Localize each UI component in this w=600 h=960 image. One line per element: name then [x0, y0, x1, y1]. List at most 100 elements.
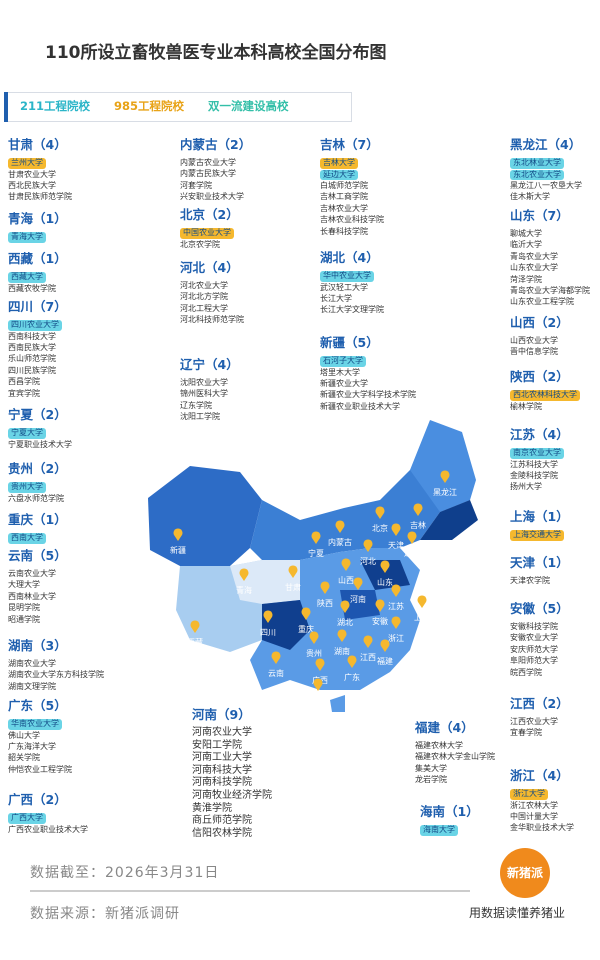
- map-pin: [335, 520, 345, 533]
- school-name: 昭通学院: [8, 614, 40, 624]
- school-name: 内蒙古农业大学: [180, 158, 236, 167]
- school-row: 内蒙古民族大学: [180, 168, 251, 179]
- school-row: 仲恺农业工程学院: [8, 764, 72, 775]
- province-heading: 江西（2）: [510, 696, 569, 711]
- school-row: 东北林业大学: [510, 157, 582, 169]
- footer-source: 数据来源：新猪派调研: [30, 906, 180, 922]
- school-row: 西南民族大学: [8, 342, 67, 353]
- school-list: 宁夏大学 宁夏职业技术大学: [8, 427, 72, 450]
- school-row: 信阳农林学院: [192, 828, 272, 841]
- province-group: 吉林（7） 吉林大学 延边大学 白城师范学院 吉林工商学院 吉林农业大学 吉林农业科技学院长…: [320, 134, 384, 237]
- school-row: 大理大学: [8, 579, 67, 590]
- map-pin: [363, 539, 373, 552]
- region: [230, 560, 300, 604]
- province-group: 云南（5） 云南农业大学 大理大学 西南林业大学 昆明学院 昭通学院: [8, 545, 67, 625]
- school-row: 西藏农牧学院: [8, 283, 67, 294]
- province-heading: 北京（2）: [180, 207, 239, 222]
- province-group: 湖北（4） 华中农业大学 武汉轻工大学 长江大学 长江大学文理学院: [320, 247, 384, 316]
- province-group: 河南（9） 河南农业大学 安阳工学院 河南工业大学 河南科技大学 河南科技学院 河南牧业经济…: [192, 704, 272, 840]
- map-label: 四川: [260, 628, 276, 637]
- school-name: 吉林工商学院: [320, 192, 368, 202]
- footer-rule: [30, 890, 470, 892]
- map-pin: [347, 655, 357, 668]
- school-name: 北京农学院: [180, 239, 220, 249]
- school-row: 韶关学院: [8, 752, 72, 763]
- school-name: 长春科技学院: [320, 226, 368, 236]
- school-row: 昭通学院: [8, 614, 67, 625]
- school-name: 浙江农林大学: [510, 800, 558, 810]
- school-name: 宜宾学院: [8, 388, 40, 398]
- school-row: 浙江农林大学: [510, 800, 574, 811]
- province-group: 广西（2） 广西大学 广西农业职业技术大学: [8, 789, 88, 835]
- province-group: 海南（1） 海南大学: [420, 801, 479, 836]
- school-name: 华南农业大学: [8, 719, 62, 730]
- school-row: 西南科技大学: [8, 331, 67, 342]
- school-name: 贵州大学: [8, 482, 46, 493]
- map-pin: [320, 581, 330, 594]
- school-list: 西北农林科技大学 榆林学院: [510, 389, 580, 412]
- province-heading: 吉林（7）: [320, 137, 379, 152]
- legend-item: 985工程院校: [114, 99, 185, 113]
- school-row: 新疆农业职业技术大学: [320, 401, 416, 412]
- school-row: 吉林农业大学: [320, 203, 384, 214]
- school-row: 吉林大学: [320, 157, 384, 169]
- school-row: 河南牧业经济学院: [192, 790, 272, 803]
- school-list: 安徽科技学院 安徽农业大学 安庆师范大学 阜阳师范大学 皖西学院: [510, 621, 569, 678]
- school-row: 江苏科技大学: [510, 459, 569, 470]
- school-name: 锦州医科大学: [180, 389, 228, 399]
- province-group: 天津（1） 天津农学院: [510, 552, 569, 586]
- province-group: 西藏（1） 西藏大学 西藏农牧学院: [8, 248, 67, 294]
- school-row: 河北工程大学: [180, 303, 244, 314]
- school-name: 河南科技大学: [192, 764, 252, 776]
- map-label: 湖北: [337, 618, 353, 627]
- province-heading: 新疆（5）: [320, 335, 379, 350]
- map-pin: [413, 503, 423, 516]
- school-name: 华中农业大学: [320, 271, 374, 282]
- map-label: 吉林: [410, 520, 426, 530]
- province-heading: 重庆（1）: [8, 512, 67, 527]
- school-name: 西北农林科技大学: [510, 390, 580, 401]
- school-row: 锦州医科大学: [180, 388, 239, 399]
- school-name: 扬州大学: [510, 482, 542, 492]
- province-group: 青海（1） 青海大学: [8, 208, 67, 243]
- school-row: 商丘师范学院: [192, 815, 272, 828]
- school-name: 皖西学院: [510, 667, 542, 677]
- school-name: 南京农业大学: [510, 448, 564, 459]
- province-heading: 青海（1）: [8, 211, 67, 226]
- school-list: 石河子大学 塔里木大学 新疆农业大学 新疆农业大学科学技术学院 新疆农业职业技术大学: [320, 355, 416, 412]
- school-row: 沈阳工学院: [180, 411, 239, 422]
- school-list: 沈阳农业大学 锦州医科大学 辽东学院 沈阳工学院: [180, 377, 239, 423]
- legend-item: 211工程院校: [20, 99, 91, 113]
- school-name: 甘肃农业大学: [8, 169, 56, 179]
- map-pin: [375, 506, 385, 519]
- school-name: 海南大学: [420, 825, 458, 836]
- map-label: 上海: [414, 612, 430, 622]
- school-name: 聊城大学: [510, 229, 542, 238]
- school-list: 聊城大学 临沂大学 青岛农业大学 山东农业大学 菏泽学院 青岛农业大学海都学院 山东农业工程…: [510, 228, 590, 308]
- school-row: 广西大学: [8, 812, 88, 824]
- province-heading: 湖南（3）: [8, 638, 67, 653]
- school-row: 宁夏职业技术大学: [8, 439, 72, 450]
- school-row: 四川农业大学: [8, 319, 67, 331]
- province-group: 贵州（2） 贵州大学 六盘水师范学院: [8, 458, 67, 504]
- school-row: 青岛农业大学: [510, 251, 590, 262]
- province-heading: 四川（7）: [8, 299, 67, 314]
- school-name: 青海大学: [8, 232, 46, 243]
- school-name: 浙江大学: [510, 789, 548, 800]
- school-name: 兰州大学: [8, 158, 46, 169]
- school-list: 海南大学: [420, 824, 479, 836]
- province-heading: 安徽（5）: [510, 601, 569, 616]
- school-row: 福建农林大学: [415, 740, 495, 751]
- school-row: 中国计量大学: [510, 811, 574, 822]
- map-pin: [341, 558, 351, 571]
- school-row: 长江大学文理学院: [320, 304, 384, 315]
- region: [410, 420, 476, 512]
- school-name: 安阳工学院: [192, 739, 242, 751]
- school-row: 西南林业大学: [8, 591, 67, 602]
- map-pin: [407, 531, 417, 544]
- map-pin: [380, 560, 390, 573]
- map-label: 海南: [310, 695, 326, 705]
- school-name: 佳木斯大学: [510, 192, 550, 202]
- map-label: 福建: [377, 656, 393, 666]
- school-list: 青海大学: [8, 231, 67, 243]
